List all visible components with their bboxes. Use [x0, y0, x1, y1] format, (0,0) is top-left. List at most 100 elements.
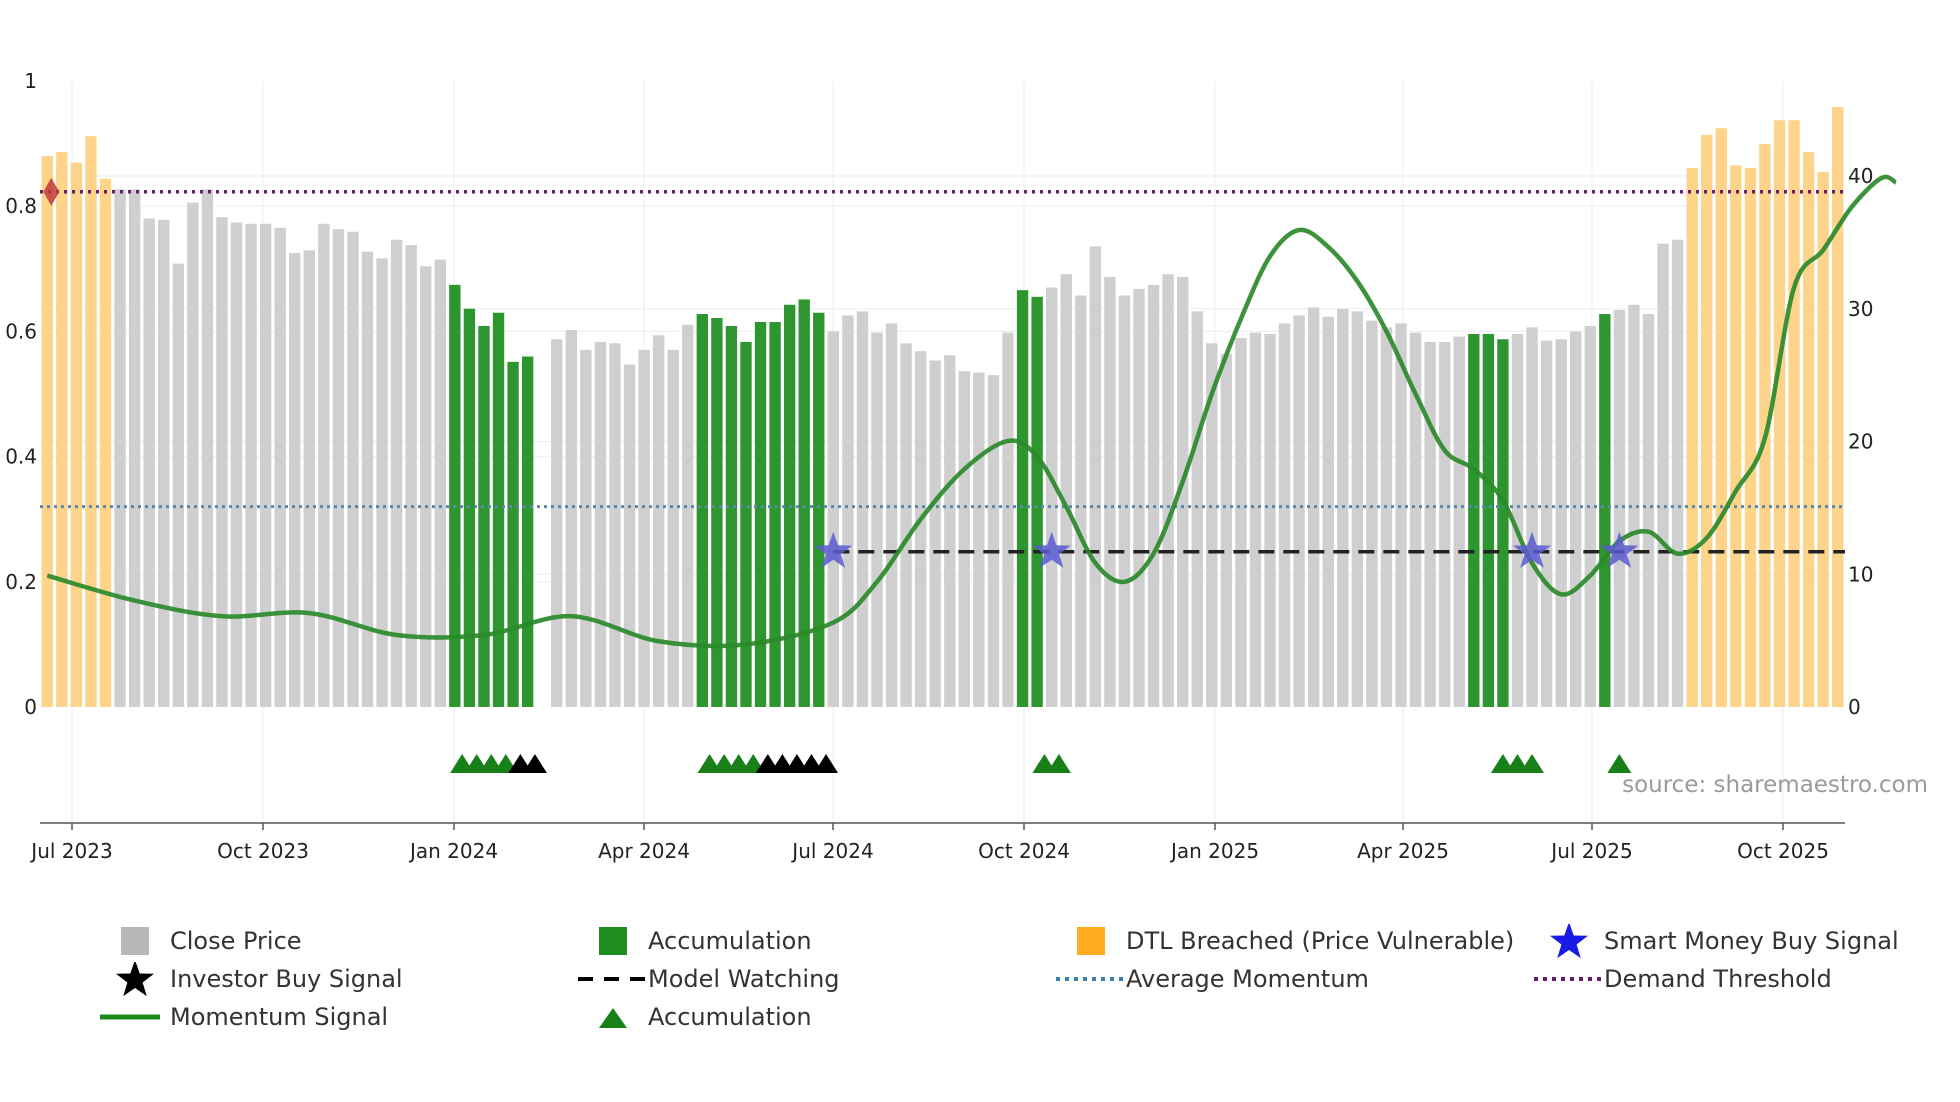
- close-price-bar: [1671, 239, 1684, 707]
- close-price-bar: [420, 266, 432, 707]
- source-text: source: sharemaestro.com: [1622, 772, 1928, 798]
- close-price-bar: [652, 335, 665, 707]
- close-price-bar: [1118, 295, 1131, 707]
- close-price-bar: [347, 231, 359, 707]
- close-price-bar: [1206, 343, 1218, 707]
- legend-item: Smart Money Buy Signal: [1534, 924, 1899, 958]
- close-price-bar: [667, 349, 679, 707]
- axes: Jul 2023 Oct 2023 Jan 2024 Apr 2024 Jul 2024…: [5, 69, 1873, 863]
- y-left-tick-label: 0.8: [5, 194, 37, 218]
- x-tick-label: Jul 2024: [790, 839, 873, 863]
- x-tick-label: Oct 2024: [978, 839, 1070, 863]
- x-tick-label: Jan 2024: [408, 839, 498, 863]
- close-price-bar: [376, 258, 388, 707]
- close-price-bar: [158, 219, 170, 707]
- threshold-start-marker: [43, 177, 60, 206]
- smart-money-buy-signal: [1600, 531, 1639, 568]
- legend-label: Accumulation: [648, 1003, 812, 1031]
- y-left-tick-label: 0.6: [5, 319, 37, 343]
- close-price-bar: [1657, 243, 1669, 707]
- dtl-breached-bar: [85, 136, 97, 708]
- close-price-bar: [1613, 310, 1626, 707]
- close-price-bar: [1089, 246, 1102, 708]
- close-price-bar: [1584, 326, 1596, 707]
- accumulation-bar: [798, 299, 810, 707]
- close-price-bar: [1133, 288, 1145, 707]
- legend-label: Average Momentum: [1126, 965, 1369, 993]
- x-tick-label: Apr 2025: [1357, 839, 1449, 863]
- y-left-tick-label: 0: [24, 695, 37, 719]
- close-price-bar: [1264, 333, 1276, 707]
- close-price-bar: [1409, 332, 1422, 707]
- close-price-bar: [871, 332, 883, 707]
- close-price-bar: [1511, 333, 1524, 707]
- close-price-bar: [1322, 316, 1334, 707]
- close-price-bar: [1104, 276, 1116, 707]
- accumulation-bar: [740, 341, 752, 707]
- square-icon: [100, 924, 170, 958]
- legend-label: Model Watching: [648, 965, 840, 993]
- dash-icon: [578, 962, 648, 996]
- close-price-bar: [842, 315, 854, 707]
- close-price-bar: [944, 355, 956, 707]
- smart-money-buy-signal: [1513, 531, 1552, 568]
- close-price-bar: [1540, 340, 1553, 707]
- legend-item: Demand Threshold: [1534, 962, 1832, 996]
- close-price-bar: [827, 331, 840, 707]
- close-price-bar: [1002, 332, 1014, 707]
- legend-item: Investor Buy Signal: [100, 962, 403, 996]
- close-price-bar: [1380, 327, 1393, 707]
- y-right-tick-label: 20: [1848, 430, 1873, 454]
- close-price-bar: [1526, 327, 1538, 707]
- dtl-breached-bar: [1730, 165, 1742, 707]
- dtl-breached-bar: [1715, 128, 1727, 707]
- close-price-bar: [1220, 353, 1233, 707]
- dtl-breached-bar: [41, 156, 53, 707]
- accumulation-bar: [478, 326, 490, 707]
- y-right-tick-label: 0: [1848, 695, 1861, 719]
- dtl-breached-bar: [1802, 152, 1815, 708]
- close-price-bar: [405, 245, 417, 707]
- accumulation-bar: [1497, 339, 1509, 707]
- legend-label: Demand Threshold: [1604, 965, 1832, 993]
- close-price-bar: [1570, 331, 1582, 707]
- dtl-breached-bar: [1817, 172, 1829, 707]
- close-price-bar: [885, 323, 898, 707]
- legend-item: Model Watching: [578, 962, 840, 996]
- accumulation-bar: [1031, 296, 1043, 707]
- close-price-bar: [1628, 304, 1640, 707]
- close-price-bar: [594, 341, 607, 707]
- line-icon: [100, 1000, 170, 1034]
- accumulation-marker: [1520, 754, 1545, 773]
- close-price-bar: [551, 339, 563, 707]
- accumulation-bar: [1599, 314, 1611, 707]
- accumulation-bar: [813, 312, 825, 707]
- close-price-bar: [682, 324, 694, 707]
- close-price-bar: [987, 375, 1000, 707]
- close-price-bar: [1177, 276, 1189, 707]
- close-price-bar: [929, 360, 941, 707]
- close-price-bar: [1075, 295, 1087, 707]
- close-price-bar: [303, 250, 315, 707]
- x-tick-label: Oct 2025: [1737, 839, 1829, 863]
- close-price-bar: [274, 227, 286, 707]
- close-price-bar: [623, 364, 636, 707]
- close-price-bar: [1293, 315, 1305, 707]
- close-price-bar: [332, 229, 345, 707]
- close-price-bar: [973, 372, 985, 707]
- y-left-tick-label: 0.4: [5, 445, 37, 469]
- legend-item: Momentum Signal: [100, 1000, 388, 1034]
- close-price-bar: [565, 329, 577, 707]
- star-icon: [100, 962, 170, 996]
- accumulation-bar: [521, 356, 534, 707]
- close-price-bar: [1045, 287, 1058, 707]
- dtl-breached-bar: [1832, 106, 1844, 708]
- accumulation-bar: [711, 318, 723, 707]
- close-price-bar: [434, 259, 446, 707]
- dot-icon: [1056, 962, 1126, 996]
- legend-item: Close Price: [100, 924, 302, 958]
- accumulation-bar: [754, 322, 767, 707]
- accumulation-bar: [769, 322, 781, 707]
- star-icon: [1534, 924, 1604, 958]
- y-left-tick-label: 1: [24, 69, 37, 93]
